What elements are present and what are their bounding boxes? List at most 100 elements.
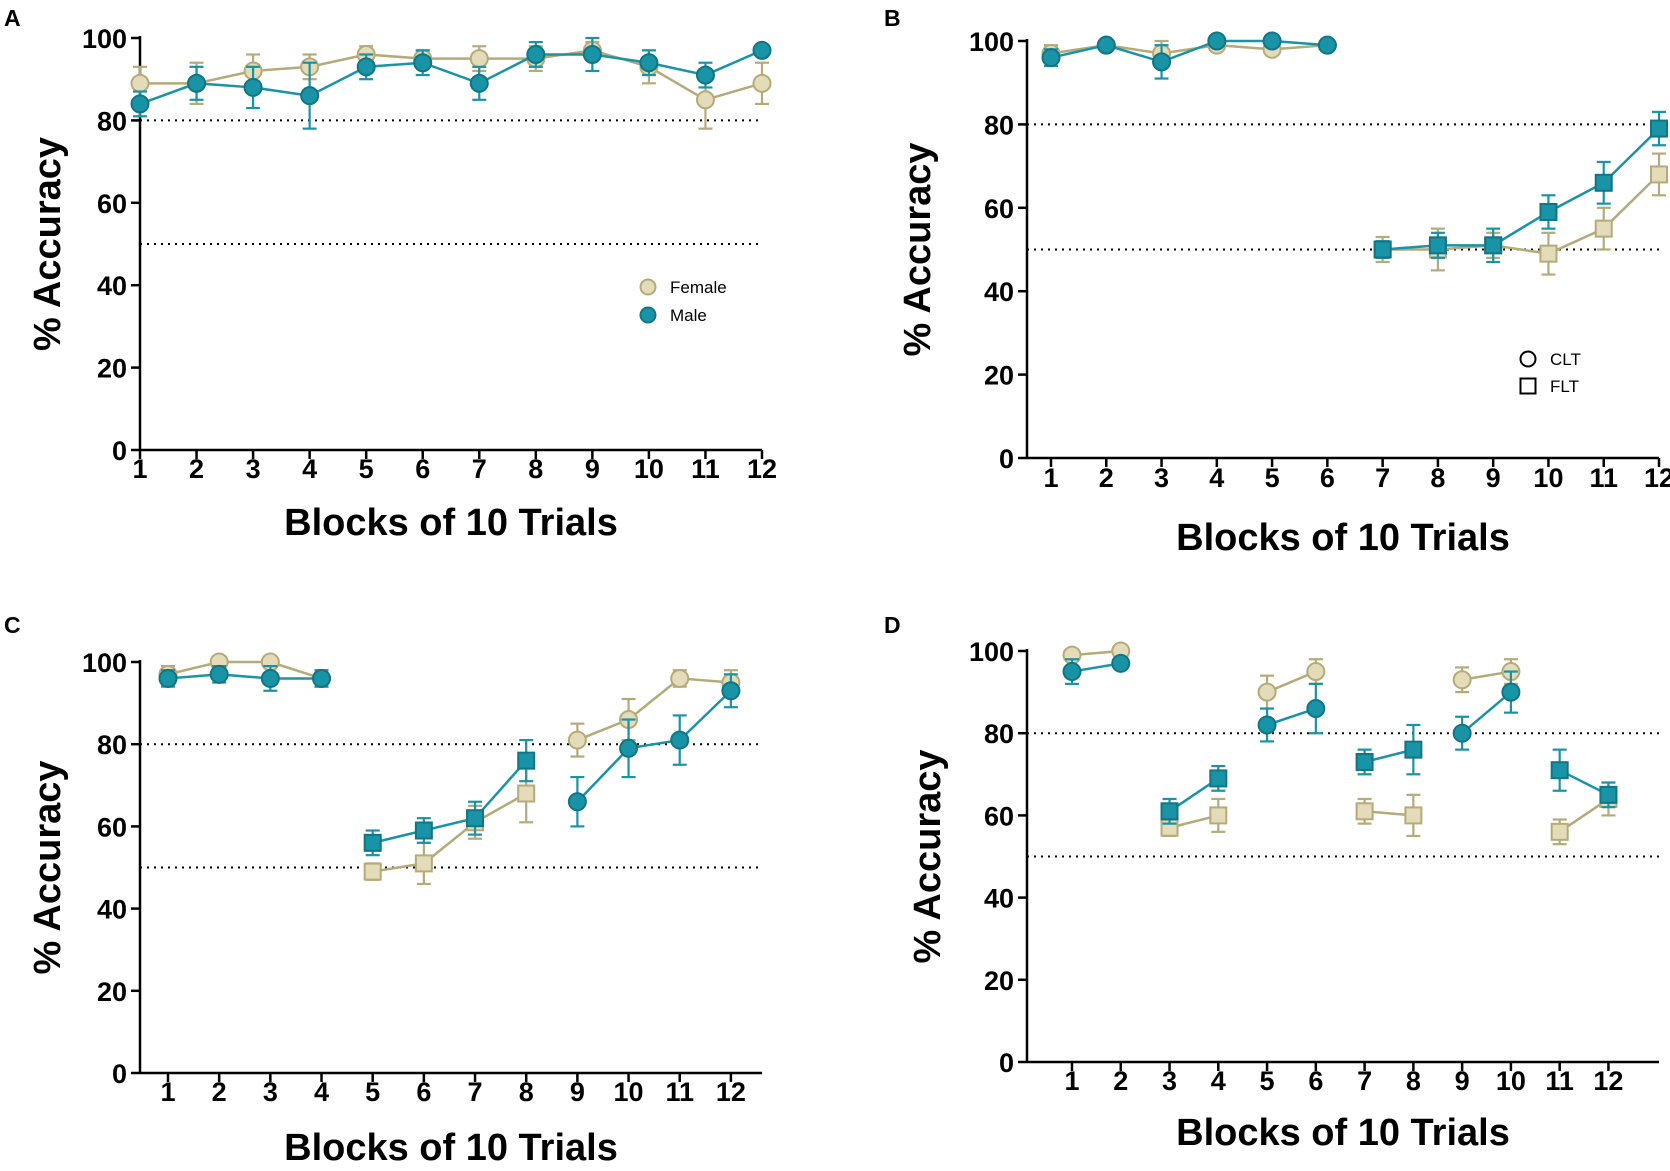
x-axis-title: Blocks of 10 Trials — [1176, 1112, 1510, 1154]
y-tick-label: 60 — [97, 812, 127, 842]
x-tick-label: 1 — [1043, 463, 1058, 493]
data-point — [639, 53, 659, 73]
x-tick-label: 5 — [359, 454, 374, 484]
data-point — [1404, 740, 1423, 759]
y-tick-label: 0 — [999, 444, 1014, 474]
x-tick-label: 9 — [1486, 463, 1501, 493]
data-point — [469, 49, 489, 69]
legend-label-flt: FLT — [1550, 377, 1579, 396]
data-point — [1257, 682, 1277, 702]
data-point — [567, 730, 587, 750]
y-tick-label: 60 — [97, 189, 127, 219]
series-male-flt — [1373, 110, 1668, 264]
data-point — [567, 792, 587, 812]
x-tick-label: 1 — [1064, 1066, 1079, 1096]
x-tick-label: 10 — [1533, 463, 1563, 493]
data-point — [752, 40, 772, 60]
x-tick-label: 12 — [1593, 1066, 1623, 1096]
legend-marker-flt — [1519, 377, 1537, 395]
data-point — [1041, 48, 1061, 68]
x-tick-label: 6 — [416, 1077, 431, 1107]
data-point — [1257, 715, 1277, 735]
x-tick-label: 9 — [570, 1077, 585, 1107]
series-male-flt — [363, 738, 536, 857]
series-line — [372, 792, 527, 873]
legend-label-male: Male — [670, 306, 707, 325]
y-tick-label: 0 — [112, 1059, 127, 1089]
data-point — [582, 44, 602, 64]
data-point — [1209, 769, 1228, 788]
data-point — [1550, 822, 1569, 841]
series-line — [576, 689, 732, 803]
x-tick-label: 11 — [665, 1077, 694, 1107]
data-point — [670, 668, 690, 688]
x-tick-label: 8 — [528, 454, 543, 484]
series-male-clt — [158, 664, 741, 828]
legend-marker-clt — [1519, 350, 1537, 368]
x-tick-label: 4 — [1211, 1066, 1226, 1096]
series-line — [1461, 691, 1512, 735]
data-point — [526, 44, 546, 64]
x-tick-label: 5 — [1260, 1066, 1275, 1096]
data-point — [209, 664, 229, 684]
series-line — [1382, 173, 1660, 255]
data-point — [1111, 653, 1131, 673]
data-point — [1262, 31, 1282, 51]
y-axis-title: % Accuracy — [27, 137, 69, 351]
y-tick-label: 80 — [984, 110, 1014, 140]
legend-marker-female — [639, 278, 657, 296]
series-female-clt — [158, 652, 741, 758]
x-tick-label: 3 — [246, 454, 261, 484]
x-tick-label: 6 — [1308, 1066, 1323, 1096]
x-tick-label: 2 — [212, 1077, 227, 1107]
x-tick-label: 11 — [1545, 1066, 1574, 1096]
y-tick-label: 80 — [97, 730, 127, 760]
data-point — [695, 65, 715, 85]
y-tick-label: 60 — [984, 194, 1014, 224]
data-point — [466, 809, 485, 828]
data-point — [356, 57, 376, 77]
x-tick-label: 2 — [1113, 1066, 1128, 1096]
data-point — [260, 668, 280, 688]
data-point — [414, 821, 433, 840]
data-point — [1209, 806, 1228, 825]
panel-letter-c: C — [4, 612, 21, 638]
series-line — [167, 673, 322, 680]
panel-letter-d: D — [884, 612, 901, 638]
x-tick-label: 4 — [314, 1077, 329, 1107]
series-female-flt — [1160, 781, 1618, 846]
data-point — [1355, 752, 1374, 771]
data-point — [312, 668, 332, 688]
x-tick-label: 3 — [1154, 463, 1169, 493]
data-point — [695, 90, 715, 110]
x-tick-label: 3 — [263, 1077, 278, 1107]
y-tick-label: 0 — [999, 1048, 1014, 1078]
y-tick-label: 100 — [82, 648, 127, 678]
x-tick-label: 10 — [1496, 1066, 1526, 1096]
data-point — [243, 77, 263, 97]
x-tick-label: 8 — [519, 1077, 534, 1107]
y-tick-label: 20 — [97, 977, 127, 1007]
data-point — [1306, 699, 1326, 719]
x-tick-label: 5 — [1265, 463, 1280, 493]
data-point — [1152, 52, 1172, 72]
series-line — [372, 759, 528, 845]
x-tick-label: 7 — [468, 1077, 483, 1107]
x-tick-label: 10 — [634, 454, 664, 484]
x-axis-title: Blocks of 10 Trials — [1176, 517, 1510, 559]
data-point — [1404, 806, 1423, 825]
data-point — [517, 751, 536, 770]
panel-letter-b: B — [884, 5, 901, 31]
y-tick-label: 40 — [984, 277, 1014, 307]
x-tick-label: 9 — [1455, 1066, 1470, 1096]
data-point — [187, 73, 207, 93]
series-female-flt — [1373, 152, 1668, 276]
y-tick-label: 60 — [984, 801, 1014, 831]
data-point — [1501, 682, 1521, 702]
data-point — [1160, 802, 1179, 821]
data-point — [1539, 202, 1558, 221]
